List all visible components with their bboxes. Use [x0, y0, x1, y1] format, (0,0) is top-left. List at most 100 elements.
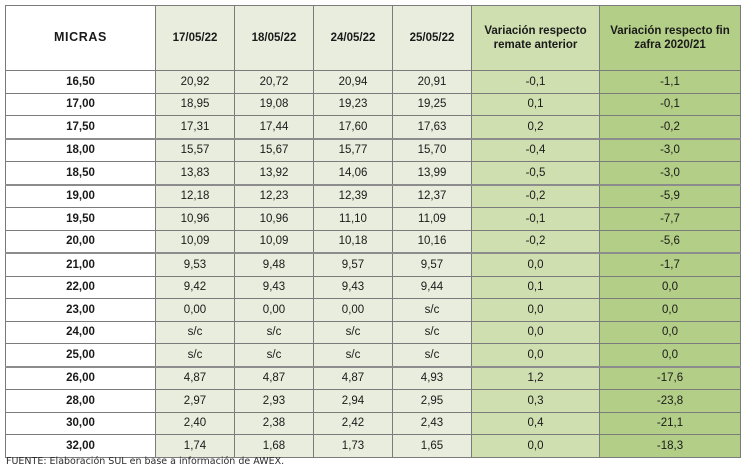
- cell-date-1: 1,74: [155, 434, 235, 458]
- cell-date-4: 4,93: [392, 365, 472, 390]
- cell-date-1: 10,09: [155, 229, 235, 254]
- cell-variation-season: 0,0: [599, 320, 741, 344]
- cell-variation-previous: -0,2: [471, 229, 600, 254]
- cell-date-3: 12,39: [313, 183, 393, 208]
- table-row: 19,50 10,96 10,96 11,10 11,09 -0,1 -7,7: [5, 207, 741, 231]
- cell-micras: 18,50: [5, 161, 156, 185]
- cell-date-3: 4,87: [313, 365, 393, 390]
- cell-date-4: s/c: [392, 343, 472, 367]
- cell-date-4: 17,63: [392, 115, 472, 139]
- cell-variation-previous: 0,0: [471, 298, 600, 322]
- table-row: 17,50 17,31 17,44 17,60 17,63 0,2 -0,2: [5, 115, 741, 139]
- column-header-date-2: 18/05/22: [234, 5, 314, 71]
- cell-micras: 17,00: [5, 92, 156, 116]
- cell-date-1: 9,53: [155, 252, 235, 277]
- cell-date-4: 15,70: [392, 137, 472, 162]
- cell-date-3: 2,94: [313, 389, 393, 413]
- cell-micras: 21,00: [5, 252, 156, 277]
- cell-date-1: 10,96: [155, 207, 235, 231]
- cell-date-2: 20,72: [234, 70, 314, 94]
- cell-variation-previous: -0,1: [471, 207, 600, 231]
- cell-date-4: 13,99: [392, 161, 472, 185]
- source-note: FUENTE: Elaboración SUL en base a inform…: [6, 456, 285, 467]
- table-row: 18,00 15,57 15,67 15,77 15,70 -0,4 -3,0: [5, 137, 741, 162]
- column-header-date-3: 24/05/22: [313, 5, 393, 71]
- cell-date-2: 12,23: [234, 183, 314, 208]
- table-row: 17,00 18,95 19,08 19,23 19,25 0,1 -0,1: [5, 92, 741, 116]
- variation-previous-line1: Variación respecto: [484, 24, 587, 37]
- cell-date-4: 9,44: [392, 275, 472, 299]
- table-row: 16,50 20,92 20,72 20,94 20,91 -0,1 -1,1: [5, 70, 741, 94]
- cell-variation-season: -3,0: [599, 161, 741, 185]
- cell-date-3: 10,18: [313, 229, 393, 254]
- column-header-variation-previous: Variación respecto remate anterior: [471, 5, 600, 71]
- cell-date-1: 12,18: [155, 183, 235, 208]
- cell-date-1: s/c: [155, 343, 235, 367]
- cell-date-1: 2,40: [155, 411, 235, 435]
- cell-date-4: 1,65: [392, 434, 472, 458]
- cell-micras: 26,00: [5, 365, 156, 390]
- cell-micras: 18,00: [5, 137, 156, 162]
- cell-variation-previous: -0,1: [471, 70, 600, 94]
- cell-date-3: s/c: [313, 343, 393, 367]
- table-header: MICRAS 17/05/22 18/05/22 24/05/22 25/05/…: [5, 5, 741, 71]
- cell-variation-previous: -0,2: [471, 183, 600, 208]
- variation-previous-line2: remate anterior: [493, 39, 578, 51]
- cell-date-3: 17,60: [313, 115, 393, 139]
- table-row: 22,00 9,42 9,43 9,43 9,44 0,1 0,0: [5, 275, 741, 299]
- cell-variation-season: -1,1: [599, 70, 741, 94]
- cell-variation-season: 0,0: [599, 298, 741, 322]
- cell-date-3: 9,43: [313, 275, 393, 299]
- cell-date-3: 11,10: [313, 207, 393, 231]
- cell-date-1: 13,83: [155, 161, 235, 185]
- cell-variation-season: -21,1: [599, 411, 741, 435]
- table-row: 32,00 1,74 1,68 1,73 1,65 0,0 -18,3: [5, 434, 741, 458]
- cell-date-2: 10,96: [234, 207, 314, 231]
- variation-season-line1: Variación respecto fin: [610, 24, 730, 37]
- wool-price-table: MICRAS 17/05/22 18/05/22 24/05/22 25/05/…: [5, 5, 741, 458]
- cell-date-4: 2,95: [392, 389, 472, 413]
- table-body: 16,50 20,92 20,72 20,94 20,91 -0,1 -1,1 17,00 18…: [5, 70, 741, 458]
- cell-date-4: 20,91: [392, 70, 472, 94]
- cell-date-3: 9,57: [313, 252, 393, 277]
- cell-date-1: 2,97: [155, 389, 235, 413]
- cell-date-1: 15,57: [155, 137, 235, 162]
- cell-variation-previous: -0,5: [471, 161, 600, 185]
- cell-date-3: 14,06: [313, 161, 393, 185]
- cell-date-3: 15,77: [313, 137, 393, 162]
- table-row: 30,00 2,40 2,38 2,42 2,43 0,4 -21,1: [5, 411, 741, 435]
- cell-variation-season: -1,7: [599, 252, 741, 277]
- cell-variation-season: -5,6: [599, 229, 741, 254]
- cell-micras: 30,00: [5, 411, 156, 435]
- cell-micras: 20,00: [5, 229, 156, 254]
- cell-date-1: 17,31: [155, 115, 235, 139]
- cell-variation-previous: 0,1: [471, 92, 600, 116]
- cell-variation-previous: 0,0: [471, 320, 600, 344]
- cell-micras: 24,00: [5, 320, 156, 344]
- cell-date-1: 4,87: [155, 365, 235, 390]
- cell-date-3: 1,73: [313, 434, 393, 458]
- cell-micras: 23,00: [5, 298, 156, 322]
- cell-micras: 32,00: [5, 434, 156, 458]
- cell-date-3: 2,42: [313, 411, 393, 435]
- cell-date-4: 11,09: [392, 207, 472, 231]
- table-row: 18,50 13,83 13,92 14,06 13,99 -0,5 -3,0: [5, 161, 741, 185]
- cell-date-4: 9,57: [392, 252, 472, 277]
- cell-date-3: s/c: [313, 320, 393, 344]
- cell-variation-season: -5,9: [599, 183, 741, 208]
- column-header-micras: MICRAS: [5, 5, 156, 71]
- cell-date-3: 0,00: [313, 298, 393, 322]
- cell-variation-previous: 0,0: [471, 434, 600, 458]
- cell-date-2: 4,87: [234, 365, 314, 390]
- cell-date-1: 18,95: [155, 92, 235, 116]
- cell-variation-season: 0,0: [599, 343, 741, 367]
- table-row: 24,00 s/c s/c s/c s/c 0,0 0,0: [5, 320, 741, 344]
- cell-date-2: 17,44: [234, 115, 314, 139]
- cell-date-4: s/c: [392, 298, 472, 322]
- cell-micras: 28,00: [5, 389, 156, 413]
- cell-date-2: 0,00: [234, 298, 314, 322]
- cell-variation-previous: -0,4: [471, 137, 600, 162]
- cell-date-1: 0,00: [155, 298, 235, 322]
- cell-date-4: 19,25: [392, 92, 472, 116]
- cell-date-3: 20,94: [313, 70, 393, 94]
